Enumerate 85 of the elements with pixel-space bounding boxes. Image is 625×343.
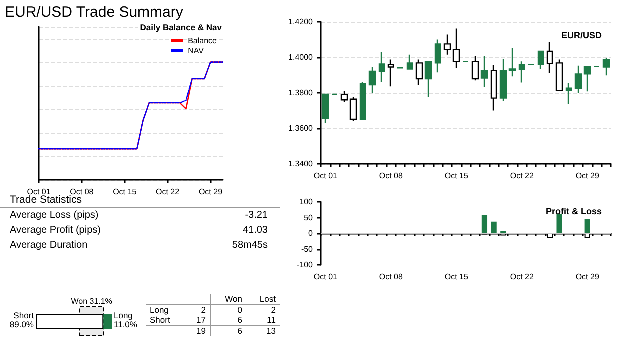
text: 6 (238, 326, 242, 336)
candlestick (480, 56, 488, 88)
y-tick-label: 50 (304, 213, 314, 222)
legend-title: Daily Balance & Nav (140, 22, 222, 32)
category-label: Average Duration (10, 239, 88, 252)
candlestick (434, 39, 442, 74)
x-tick-label: Oct 29 (576, 272, 600, 282)
chart-title: EUR/USD Trade Summary (5, 4, 184, 21)
category-label: Short (150, 315, 170, 325)
candlestick (500, 58, 508, 102)
x-tick-label: Oct 22 (510, 272, 534, 282)
candlestick (452, 28, 460, 69)
candlestick (490, 64, 498, 112)
x-tick-label: Oct 22 (510, 172, 534, 180)
legend-label: Balance (188, 36, 218, 46)
text: 2 (201, 305, 206, 315)
y-tick-label: -100 (296, 260, 314, 270)
text: Profit & Loss (546, 206, 602, 216)
text: 17 (196, 315, 206, 325)
category-label: Won (210, 294, 246, 304)
bar (491, 222, 497, 234)
text: 2 (271, 305, 276, 315)
candlestick (574, 65, 582, 94)
candlestick (360, 82, 366, 121)
data-label: 11.0% (114, 320, 138, 330)
x-tick-label: Oct 15 (444, 272, 469, 282)
candlestick (378, 52, 386, 83)
candlestick (584, 66, 592, 92)
category-label: Average Loss (pips) (10, 209, 99, 222)
candlestick (556, 59, 564, 92)
series-label: Short (14, 310, 35, 320)
candlestick (388, 59, 394, 88)
y-tick-label: 1.3800 (288, 88, 314, 98)
x-tick-label: Oct 08 (379, 172, 404, 180)
x-tick-label: Oct 08 (379, 272, 404, 282)
y-tick-label: 1.4000 (288, 53, 314, 62)
candlestick (424, 60, 432, 98)
candlestick (368, 66, 376, 94)
category-label: Average Profit (pips) (10, 224, 101, 237)
y-tick-label: 1.3600 (288, 124, 314, 133)
text: 6 (238, 315, 242, 325)
candlestick (472, 56, 480, 82)
band-label: Won 31.1% (71, 297, 112, 306)
candlestick (566, 82, 572, 105)
series-label: Long (114, 310, 134, 320)
legend-label: NAV (188, 46, 205, 56)
x-tick-label: Oct 15 (113, 188, 138, 196)
y-tick-label: 1.3400 (288, 160, 314, 168)
candlestick (546, 42, 554, 74)
candlestick (416, 59, 424, 86)
candlestick (538, 50, 544, 70)
bar (482, 216, 488, 234)
y-tick-label: 1.4200 (288, 18, 314, 26)
x-tick-label: Oct 22 (156, 188, 180, 196)
x-tick-label: Oct 08 (70, 188, 94, 196)
candlestick (602, 58, 610, 76)
text: 41.03 (242, 225, 268, 236)
y-tick-label: 0 (308, 229, 314, 238)
bar (584, 219, 590, 234)
bar (556, 214, 562, 234)
text: EUR/USD (561, 30, 602, 40)
candlestick (518, 60, 526, 84)
text: 11 (267, 315, 276, 325)
data-label: 89.0% (10, 320, 34, 330)
text: 13 (266, 326, 276, 336)
category-label: Lost (258, 294, 277, 304)
x-tick-label: Oct 01 (314, 272, 338, 282)
x-tick-label: Oct 15 (444, 172, 469, 180)
candlestick (444, 34, 452, 56)
y-tick-label: -50 (301, 244, 314, 254)
candlestick (350, 96, 358, 122)
text: -3.21 (245, 210, 268, 221)
text: 0 (238, 305, 242, 315)
y-tick-label: 100 (300, 198, 314, 206)
text: 19 (196, 326, 206, 336)
x-tick-label: Oct 01 (314, 172, 338, 180)
candlestick (340, 90, 348, 104)
candlestick (406, 54, 414, 70)
x-tick-label: Oct 01 (27, 188, 52, 196)
text: Trade Statistics (10, 194, 82, 206)
candlestick (508, 47, 516, 78)
x-tick-label: Oct 29 (198, 188, 224, 196)
text: 58m45s (232, 240, 268, 251)
category-label: Long (150, 305, 169, 315)
x-tick-label: Oct 29 (576, 172, 600, 180)
